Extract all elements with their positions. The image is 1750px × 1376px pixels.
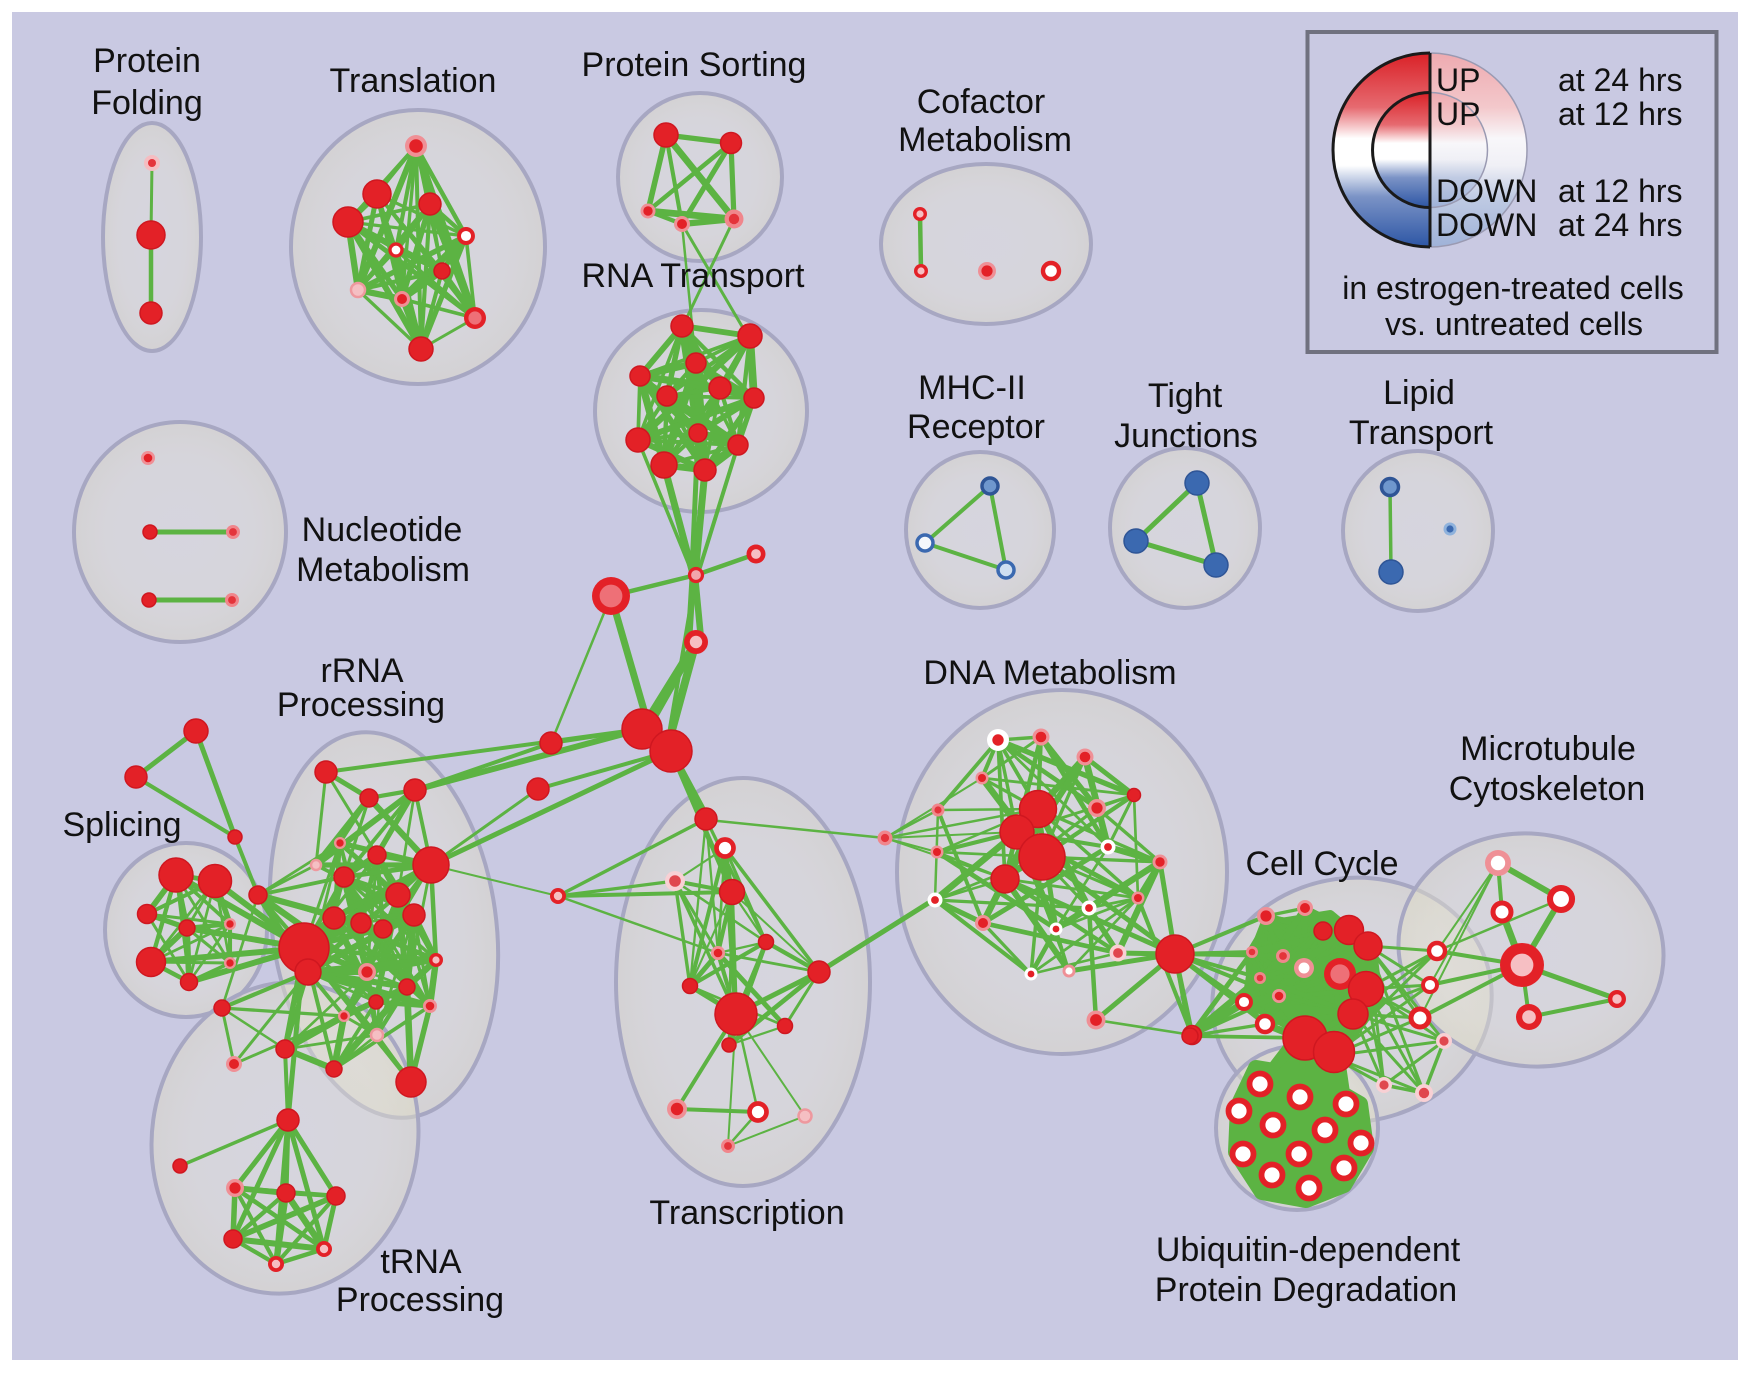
svg-text:Microtubule: Microtubule bbox=[1460, 730, 1636, 768]
svg-text:UP: UP bbox=[1436, 62, 1480, 98]
svg-text:Protein Sorting: Protein Sorting bbox=[582, 46, 807, 84]
svg-text:DOWN: DOWN bbox=[1436, 207, 1537, 243]
svg-text:at 12 hrs: at 12 hrs bbox=[1558, 96, 1683, 132]
svg-text:Transport: Transport bbox=[1349, 414, 1494, 452]
svg-text:Protein: Protein bbox=[93, 42, 201, 80]
svg-text:Translation: Translation bbox=[330, 62, 497, 100]
svg-text:at 12 hrs: at 12 hrs bbox=[1558, 173, 1683, 209]
svg-text:Transcription: Transcription bbox=[649, 1194, 844, 1232]
svg-text:RNA Transport: RNA Transport bbox=[582, 257, 806, 295]
svg-text:Cytoskeleton: Cytoskeleton bbox=[1449, 770, 1646, 808]
svg-text:Protein Degradation: Protein Degradation bbox=[1155, 1271, 1457, 1309]
svg-text:Ubiquitin-dependent: Ubiquitin-dependent bbox=[1156, 1231, 1461, 1269]
svg-text:Receptor: Receptor bbox=[907, 408, 1045, 446]
svg-text:DNA Metabolism: DNA Metabolism bbox=[923, 654, 1176, 692]
svg-text:Splicing: Splicing bbox=[62, 806, 181, 844]
svg-text:at 24 hrs: at 24 hrs bbox=[1558, 207, 1683, 243]
svg-text:Cell Cycle: Cell Cycle bbox=[1245, 845, 1398, 883]
svg-text:at 24 hrs: at 24 hrs bbox=[1558, 62, 1683, 98]
svg-text:Cofactor: Cofactor bbox=[917, 83, 1046, 121]
svg-text:DOWN: DOWN bbox=[1436, 173, 1537, 209]
svg-text:Junctions: Junctions bbox=[1114, 417, 1258, 455]
svg-text:Lipid: Lipid bbox=[1383, 374, 1455, 412]
svg-text:Nucleotide: Nucleotide bbox=[302, 511, 463, 549]
svg-text:UP: UP bbox=[1436, 96, 1480, 132]
svg-text:rRNA: rRNA bbox=[320, 652, 403, 690]
svg-text:Folding: Folding bbox=[91, 84, 203, 122]
svg-text:vs. untreated cells: vs. untreated cells bbox=[1385, 306, 1643, 342]
svg-text:in estrogen-treated cells: in estrogen-treated cells bbox=[1342, 270, 1684, 306]
svg-text:tRNA: tRNA bbox=[380, 1243, 462, 1281]
svg-text:Metabolism: Metabolism bbox=[296, 551, 470, 589]
svg-text:Processing: Processing bbox=[336, 1281, 504, 1319]
svg-text:MHC-II: MHC-II bbox=[918, 369, 1026, 407]
svg-text:Tight: Tight bbox=[1148, 377, 1223, 415]
svg-text:Processing: Processing bbox=[277, 686, 445, 724]
svg-text:Metabolism: Metabolism bbox=[898, 121, 1072, 159]
